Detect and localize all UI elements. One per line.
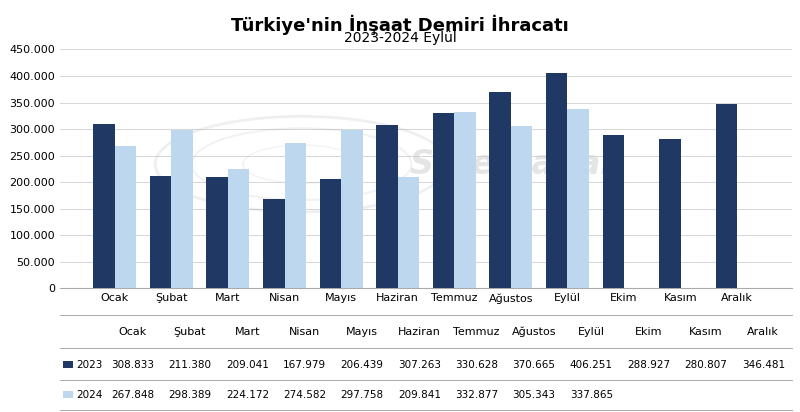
Bar bbox=[511, 126, 532, 288]
Text: 267.848: 267.848 bbox=[111, 390, 154, 400]
Text: 280.807: 280.807 bbox=[685, 360, 727, 370]
Text: 274.582: 274.582 bbox=[283, 390, 326, 400]
Text: Kasım: Kasım bbox=[689, 327, 723, 337]
Text: 167.979: 167.979 bbox=[283, 360, 326, 370]
Text: 224.172: 224.172 bbox=[226, 390, 269, 400]
Text: SteelRadar: SteelRadar bbox=[410, 147, 618, 180]
Text: Şubat: Şubat bbox=[174, 327, 206, 337]
Bar bbox=[567, 109, 589, 288]
Bar bbox=[716, 104, 738, 288]
Bar bbox=[546, 73, 567, 288]
Text: Nisan: Nisan bbox=[289, 327, 320, 337]
Text: Ocak: Ocak bbox=[118, 327, 146, 337]
Text: 2023: 2023 bbox=[77, 360, 103, 370]
Text: 297.758: 297.758 bbox=[341, 390, 383, 400]
Bar bbox=[398, 177, 419, 288]
Text: Türkiye'nin İnşaat Demiri İhracatı: Türkiye'nin İnşaat Demiri İhracatı bbox=[231, 14, 569, 35]
Bar bbox=[263, 199, 285, 288]
Text: Mart: Mart bbox=[234, 327, 260, 337]
Bar bbox=[228, 169, 250, 288]
Bar bbox=[320, 179, 341, 288]
Text: 288.927: 288.927 bbox=[627, 360, 670, 370]
Text: Ağustos: Ağustos bbox=[512, 326, 556, 337]
Bar bbox=[341, 130, 362, 288]
Text: 2024: 2024 bbox=[77, 390, 103, 400]
Text: Eylül: Eylül bbox=[578, 327, 605, 337]
Text: Temmuz: Temmuz bbox=[454, 327, 500, 337]
Bar bbox=[659, 139, 681, 288]
Bar bbox=[602, 135, 624, 288]
Text: 298.389: 298.389 bbox=[169, 390, 211, 400]
Bar bbox=[433, 113, 454, 288]
Text: 406.251: 406.251 bbox=[570, 360, 613, 370]
Bar bbox=[150, 176, 171, 288]
Bar bbox=[376, 125, 398, 288]
Bar bbox=[171, 130, 193, 288]
Text: 346.481: 346.481 bbox=[742, 360, 785, 370]
Text: 330.628: 330.628 bbox=[455, 360, 498, 370]
Bar bbox=[94, 124, 114, 288]
Text: 209.041: 209.041 bbox=[226, 360, 269, 370]
Text: 307.263: 307.263 bbox=[398, 360, 441, 370]
Text: 305.343: 305.343 bbox=[513, 390, 555, 400]
Text: Mayıs: Mayıs bbox=[346, 327, 378, 337]
Bar bbox=[490, 91, 511, 288]
Bar bbox=[114, 146, 136, 288]
Text: 2023-2024 Eylül: 2023-2024 Eylül bbox=[344, 31, 456, 45]
Bar bbox=[206, 178, 228, 288]
Bar bbox=[285, 143, 306, 288]
Text: 370.665: 370.665 bbox=[513, 360, 555, 370]
Text: Haziran: Haziran bbox=[398, 327, 441, 337]
Text: Ekim: Ekim bbox=[635, 327, 662, 337]
Text: 308.833: 308.833 bbox=[111, 360, 154, 370]
Text: 206.439: 206.439 bbox=[341, 360, 383, 370]
Bar bbox=[454, 112, 476, 288]
Text: 337.865: 337.865 bbox=[570, 390, 613, 400]
Text: Aralık: Aralık bbox=[747, 327, 779, 337]
Text: 332.877: 332.877 bbox=[455, 390, 498, 400]
Text: 209.841: 209.841 bbox=[398, 390, 441, 400]
Text: 211.380: 211.380 bbox=[169, 360, 211, 370]
